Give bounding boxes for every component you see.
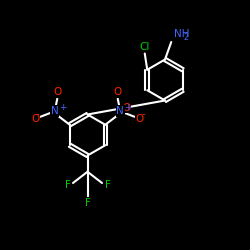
Text: Cl: Cl [140, 42, 150, 51]
Text: N: N [51, 106, 58, 116]
Text: +: + [59, 103, 66, 112]
Text: O: O [114, 87, 122, 97]
Text: O: O [31, 114, 39, 124]
Text: F: F [104, 180, 110, 190]
Text: +: + [124, 103, 132, 112]
Text: O: O [136, 114, 144, 124]
Text: O: O [53, 87, 61, 97]
Text: N: N [116, 106, 124, 116]
Text: O: O [122, 102, 130, 113]
Text: -: - [142, 109, 145, 119]
Text: NH: NH [174, 30, 189, 40]
Text: 2: 2 [183, 33, 188, 42]
Text: F: F [64, 180, 70, 190]
Text: -: - [36, 109, 39, 119]
Text: F: F [84, 198, 90, 208]
